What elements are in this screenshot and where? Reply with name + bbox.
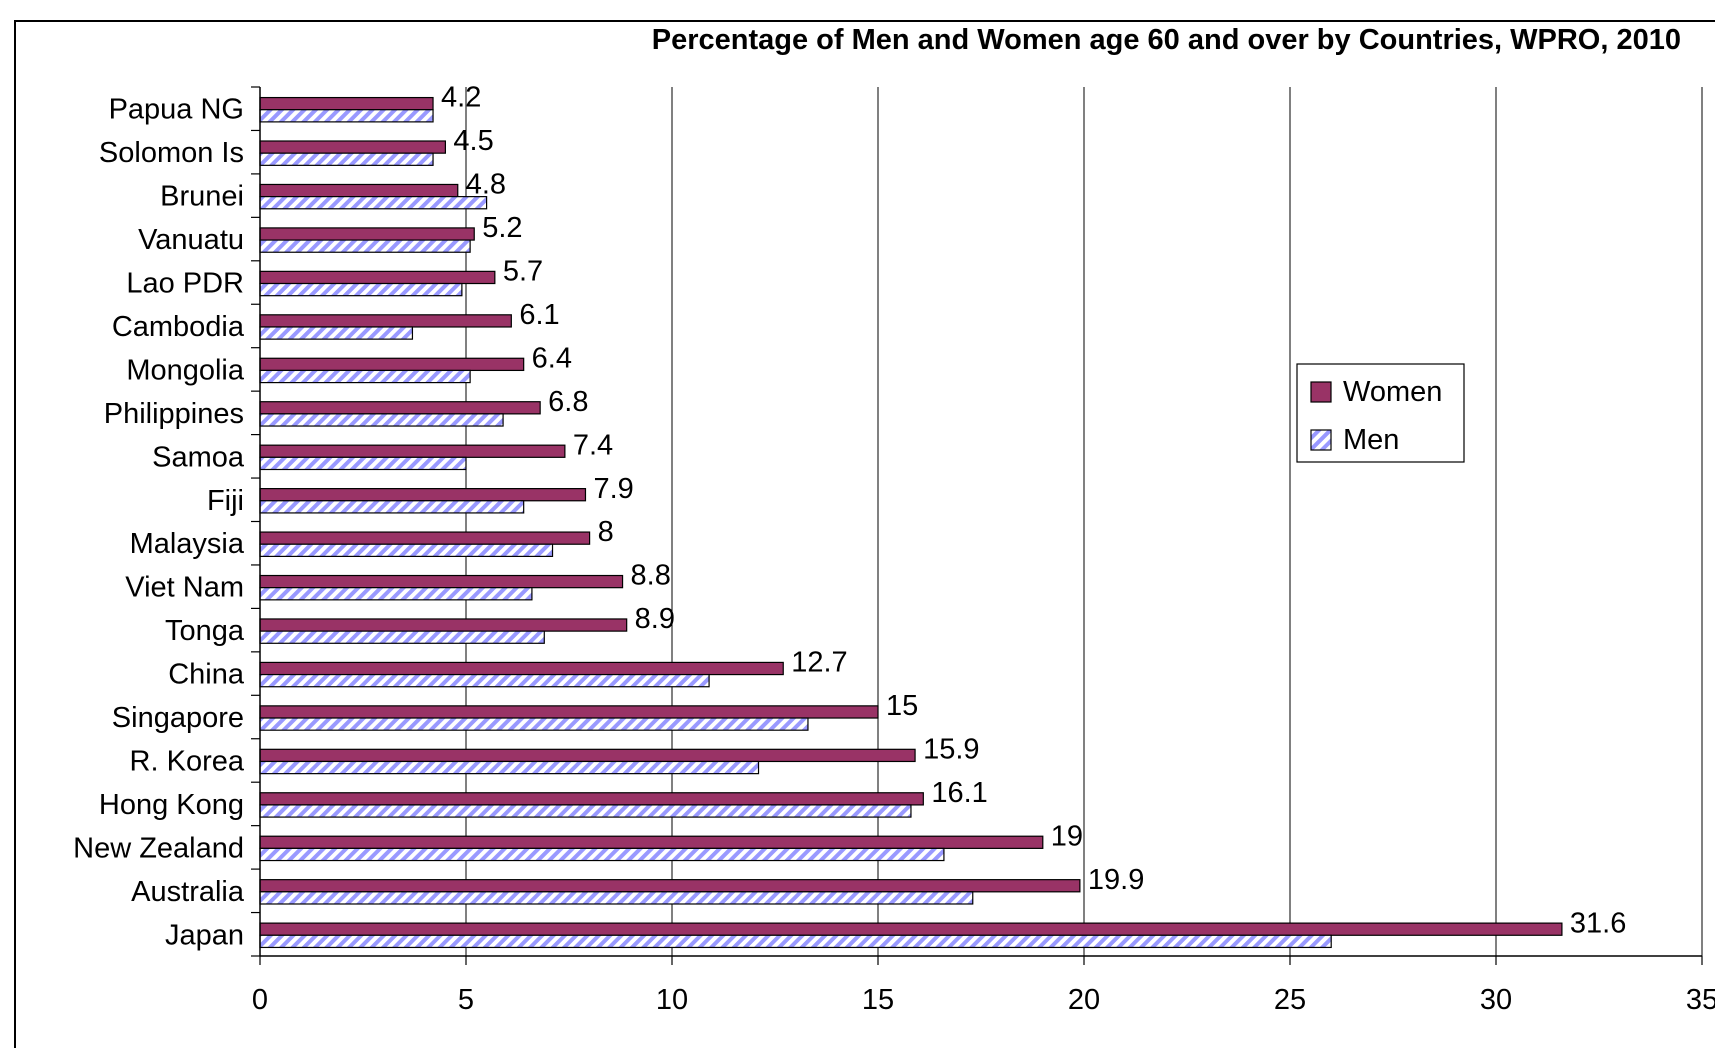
category-label: Philippines	[104, 398, 244, 430]
chart-title: Percentage of Men and Women age 60 and o…	[652, 24, 1681, 56]
data-label-women: 8.9	[635, 603, 675, 635]
legend-label-men: Men	[1343, 424, 1399, 456]
bar-women	[259, 227, 475, 241]
bar-women	[259, 879, 1081, 893]
legend: Women Men	[1296, 363, 1465, 463]
data-label-women: 6.4	[532, 342, 572, 374]
bar-women	[259, 488, 587, 502]
data-label-women: 5.7	[503, 256, 543, 288]
x-tick-label: 0	[252, 984, 268, 1016]
data-label-women: 7.4	[573, 429, 613, 461]
x-tick-label: 25	[1274, 984, 1306, 1016]
bar-men	[259, 456, 467, 471]
bar-men	[259, 500, 525, 514]
bar-men	[259, 891, 974, 905]
data-label-women: 16.1	[931, 777, 987, 809]
category-label: Fiji	[207, 485, 244, 517]
data-label-women: 6.1	[519, 299, 559, 331]
x-tick-label: 30	[1480, 984, 1512, 1016]
grid-layer	[465, 87, 1703, 956]
bar-men	[259, 196, 488, 210]
bar-men	[259, 630, 545, 644]
bar-men	[259, 804, 912, 818]
bar-layer: 4.2 4.5 4.8 5.2 5.7 6.1 6.4 6.8 7.4 7.9 8 8.8 8.9 12.…	[259, 82, 1626, 949]
bar-women	[259, 661, 784, 676]
data-label-women: 31.6	[1570, 907, 1626, 939]
x-tick-label: 10	[656, 984, 688, 1016]
bar-women	[259, 444, 566, 458]
data-label-women: 19.9	[1088, 864, 1144, 896]
data-label-women: 4.8	[466, 169, 506, 201]
x-tick-label: 15	[862, 984, 894, 1016]
category-label: New Zealand	[73, 832, 244, 864]
category-label: Lao PDR	[126, 268, 244, 300]
bar-men	[259, 413, 504, 427]
bar-women	[259, 270, 496, 285]
category-label: Hong Kong	[99, 789, 244, 821]
bar-women	[259, 357, 525, 372]
bar-women	[259, 531, 591, 545]
bar-women	[259, 618, 628, 632]
data-label-women: 8.8	[631, 560, 671, 592]
bar-men	[259, 717, 809, 731]
category-label: Brunei	[160, 181, 244, 213]
category-label: China	[168, 659, 245, 691]
x-tick-label: 35	[1686, 984, 1715, 1016]
x-tick-label: 20	[1068, 984, 1100, 1016]
chart-frame: Percentage of Men and Women age 60 and o…	[14, 20, 1715, 1048]
bar-men	[259, 673, 710, 688]
bar-men	[259, 109, 434, 123]
bar-women	[259, 401, 541, 415]
bar-men	[259, 369, 471, 384]
data-label-women: 4.5	[453, 125, 493, 157]
bar-men	[259, 282, 463, 297]
bar-men	[259, 543, 554, 557]
bar-women	[259, 835, 1044, 849]
data-label-women: 6.8	[548, 386, 588, 418]
bar-women	[259, 140, 446, 154]
bar-men	[259, 326, 414, 340]
bar-men	[259, 587, 533, 601]
axis-layer: Papua NG Solomon Is Brunei Vanuatu Lao PDR Ca…	[73, 86, 1715, 1016]
x-tick-label: 5	[458, 984, 474, 1016]
category-label: Malaysia	[130, 528, 245, 560]
category-label: Viet Nam	[125, 572, 244, 604]
bar-women	[259, 705, 879, 719]
data-label-women: 5.2	[482, 212, 522, 244]
bar-women	[259, 314, 512, 328]
data-label-women: 15	[886, 690, 918, 722]
category-label: R. Korea	[130, 745, 245, 777]
bar-women	[259, 922, 1563, 936]
legend-label-women: Women	[1343, 376, 1442, 408]
category-label: Tonga	[165, 615, 245, 647]
data-label-women: 12.7	[791, 647, 847, 679]
bar-women	[259, 574, 624, 589]
bar-men	[259, 760, 760, 775]
category-label: Australia	[131, 876, 245, 908]
category-label: Solomon Is	[99, 137, 244, 169]
chart-svg: Percentage of Men and Women age 60 and o…	[73, 24, 1715, 1016]
bar-men	[259, 152, 434, 166]
legend-swatch-men	[1310, 429, 1332, 451]
data-label-women: 19	[1051, 820, 1083, 852]
data-label-women: 15.9	[923, 733, 979, 765]
bar-men	[259, 239, 471, 253]
category-label: Samoa	[152, 441, 245, 473]
category-label: Japan	[165, 919, 244, 951]
category-label: Singapore	[112, 702, 244, 734]
data-label-women: 8	[598, 516, 614, 548]
data-label-women: 4.2	[441, 82, 481, 114]
legend-swatch-women	[1310, 381, 1332, 403]
bar-women	[259, 792, 924, 806]
bar-men	[259, 934, 1332, 949]
category-label: Vanuatu	[138, 224, 244, 256]
category-label: Papua NG	[109, 94, 244, 126]
category-label: Mongolia	[126, 354, 245, 386]
bar-women	[259, 96, 434, 111]
category-label: Cambodia	[112, 311, 245, 343]
bar-women	[259, 748, 916, 763]
bar-women	[259, 183, 459, 198]
data-label-women: 7.9	[593, 473, 633, 505]
bar-men	[259, 847, 945, 862]
